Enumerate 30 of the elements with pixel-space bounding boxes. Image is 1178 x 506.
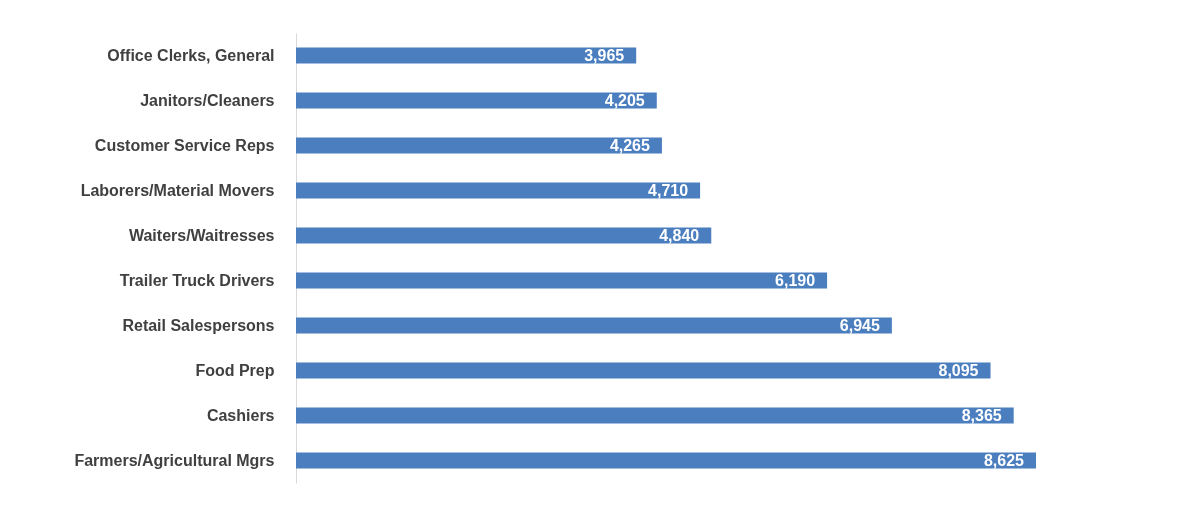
bar [296,137,662,154]
y-tick-label: Farmers/Agricultural Mgrs [74,451,275,469]
bar [296,317,892,334]
y-tick-label: Food Prep [195,361,275,379]
y-tick-label: Office Clerks, General [107,46,275,64]
data-label: 4,265 [609,136,651,154]
bar [296,407,1014,424]
y-tick-label: Janitors/Cleaners [140,91,275,109]
bar [296,452,1036,469]
data-label: 8,365 [961,406,1002,424]
bar [296,182,701,199]
data-label: 8,095 [938,361,979,379]
data-label: 4,840 [659,226,700,244]
data-label: 8,625 [983,451,1025,469]
data-label: 3,965 [584,46,625,64]
data-label: 4,710 [648,181,689,199]
bar [296,47,637,64]
y-tick-label: Customer Service Reps [94,136,275,154]
data-label: 4,205 [604,91,645,109]
y-tick-label: Waiters/Waitresses [128,226,275,244]
bar [296,272,828,289]
y-tick-label: Trailer Truck Drivers [119,271,275,289]
bar [296,362,991,379]
data-label: 6,945 [839,316,880,334]
y-tick-label: Cashiers [206,406,275,424]
y-tick-label: Laborers/Material Movers [80,181,275,199]
data-label: 6,190 [775,271,816,289]
bar [296,227,712,244]
y-tick-label: Retail Salespersons [122,316,275,334]
bar [296,92,657,109]
